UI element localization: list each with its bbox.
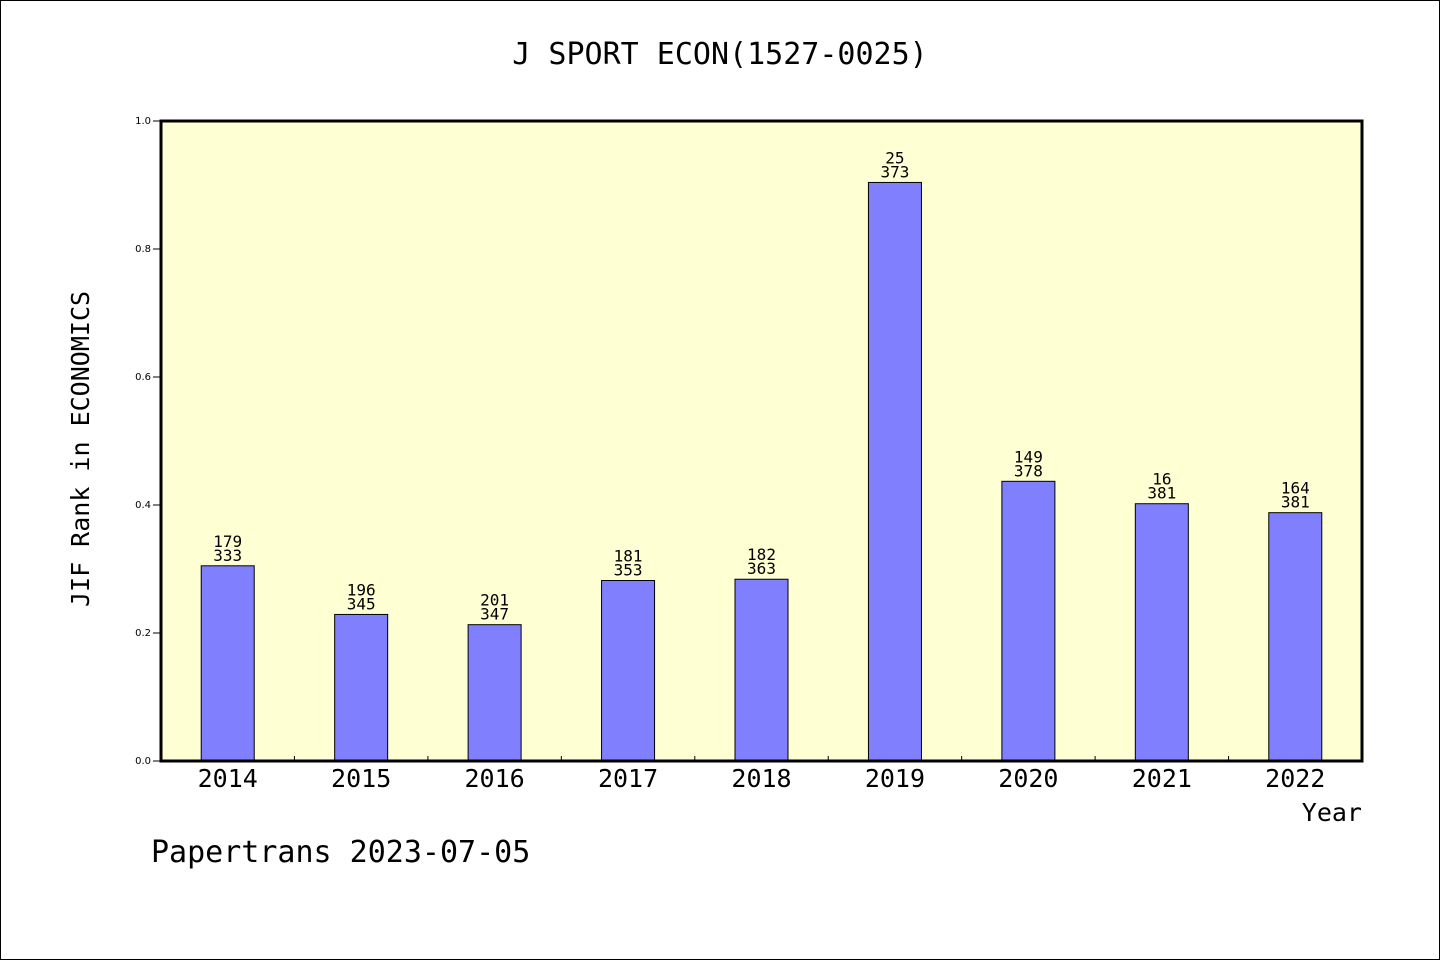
y-tick-label: 1.0 bbox=[135, 116, 151, 127]
bar-rank-label: 149 bbox=[1014, 447, 1043, 466]
bar bbox=[1268, 512, 1323, 762]
bar bbox=[601, 580, 656, 762]
bar bbox=[1134, 503, 1189, 762]
chart-title: J SPORT ECON(1527-0025) bbox=[512, 37, 928, 72]
bar bbox=[467, 624, 522, 762]
plot-frame bbox=[159, 119, 1364, 763]
bar bbox=[200, 565, 255, 762]
y-axis-label: JIF Rank in ECONOMICS bbox=[66, 291, 95, 607]
bar-total-label: 353 bbox=[614, 561, 643, 580]
x-tick-label: 2017 bbox=[598, 764, 658, 793]
bar-rank-label: 181 bbox=[614, 547, 643, 566]
bar-total-label: 381 bbox=[1281, 493, 1310, 512]
bar bbox=[334, 613, 389, 762]
bar-rank-label: 16 bbox=[1152, 470, 1171, 489]
x-tick-label: 2020 bbox=[998, 764, 1058, 793]
y-tick-label: 0.8 bbox=[135, 244, 151, 255]
bar-rank-label: 179 bbox=[213, 532, 242, 551]
bar-total-label: 373 bbox=[880, 162, 909, 181]
bar-total-label: 345 bbox=[347, 594, 376, 613]
bar-rank-label: 201 bbox=[480, 591, 509, 610]
x-tick-label: 2016 bbox=[465, 764, 525, 793]
bar bbox=[1001, 480, 1056, 762]
bar-total-label: 381 bbox=[1147, 484, 1176, 503]
x-tick-label: 2022 bbox=[1265, 764, 1325, 793]
footer-credit: Papertrans 2023-07-05 bbox=[151, 835, 531, 870]
y-tick-label: 0.0 bbox=[135, 756, 151, 767]
y-tick-label: 0.6 bbox=[135, 372, 151, 383]
bar-total-label: 333 bbox=[213, 546, 242, 565]
bar-total-label: 378 bbox=[1014, 461, 1043, 480]
x-tick-label: 2014 bbox=[198, 764, 258, 793]
bar-rank-label: 196 bbox=[347, 580, 376, 599]
x-tick-label: 2015 bbox=[331, 764, 391, 793]
bar-rank-label: 182 bbox=[747, 545, 776, 564]
bar-total-label: 347 bbox=[480, 605, 509, 624]
x-axis-label: Year bbox=[1302, 798, 1362, 827]
y-tick-label: 0.2 bbox=[135, 628, 151, 639]
x-tick-label: 2019 bbox=[865, 764, 925, 793]
bar-total-label: 363 bbox=[747, 559, 776, 578]
bar-rank-label: 25 bbox=[885, 148, 904, 167]
bar bbox=[867, 181, 922, 762]
bar bbox=[734, 578, 789, 762]
y-tick-label: 0.4 bbox=[135, 500, 151, 511]
x-tick-label: 2018 bbox=[731, 764, 791, 793]
x-tick-label: 2021 bbox=[1132, 764, 1192, 793]
bar-rank-label: 164 bbox=[1281, 479, 1310, 498]
